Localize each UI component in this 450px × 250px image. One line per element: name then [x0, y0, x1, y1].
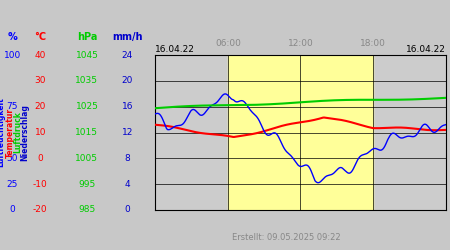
Text: -10: -10	[33, 180, 48, 189]
Text: 06:00: 06:00	[215, 38, 241, 48]
Text: 0: 0	[9, 206, 15, 214]
Text: hPa: hPa	[77, 32, 97, 42]
Text: mm/h: mm/h	[112, 32, 143, 42]
Text: Erstellt: 09.05.2025 09:22: Erstellt: 09.05.2025 09:22	[232, 234, 340, 242]
Text: 1035: 1035	[76, 76, 99, 85]
Text: 10: 10	[35, 128, 46, 137]
Text: %: %	[8, 32, 17, 42]
Text: 24: 24	[122, 50, 133, 59]
Text: 20: 20	[122, 76, 133, 85]
Text: °C: °C	[34, 32, 46, 42]
Text: 30: 30	[35, 76, 46, 85]
Text: 1005: 1005	[76, 154, 99, 163]
Text: 20: 20	[35, 102, 46, 111]
Text: Luftfeuchtigkeit: Luftfeuchtigkeit	[0, 98, 5, 168]
Text: 16.04.22: 16.04.22	[405, 45, 446, 54]
Text: 12: 12	[122, 128, 133, 137]
Text: 1015: 1015	[76, 128, 99, 137]
Text: 1045: 1045	[76, 50, 99, 59]
Text: 12:00: 12:00	[288, 38, 313, 48]
Text: Temperatur: Temperatur	[5, 108, 14, 158]
Text: -20: -20	[33, 206, 48, 214]
Text: 40: 40	[35, 50, 46, 59]
Text: 50: 50	[7, 154, 18, 163]
Text: 1025: 1025	[76, 102, 99, 111]
Text: 995: 995	[78, 180, 95, 189]
Text: 4: 4	[125, 180, 130, 189]
Text: 75: 75	[7, 102, 18, 111]
Text: 0: 0	[125, 206, 130, 214]
Text: 25: 25	[7, 180, 18, 189]
Text: Niederschlag: Niederschlag	[21, 104, 30, 161]
Text: Luftdruck: Luftdruck	[14, 112, 22, 154]
Text: 0: 0	[37, 154, 43, 163]
Text: 16: 16	[122, 102, 133, 111]
Text: 18:00: 18:00	[360, 38, 386, 48]
Text: 100: 100	[4, 50, 21, 59]
Bar	[228, 55, 373, 210]
Text: 8: 8	[125, 154, 130, 163]
Text: 985: 985	[78, 206, 95, 214]
Text: 16.04.22: 16.04.22	[155, 45, 195, 54]
